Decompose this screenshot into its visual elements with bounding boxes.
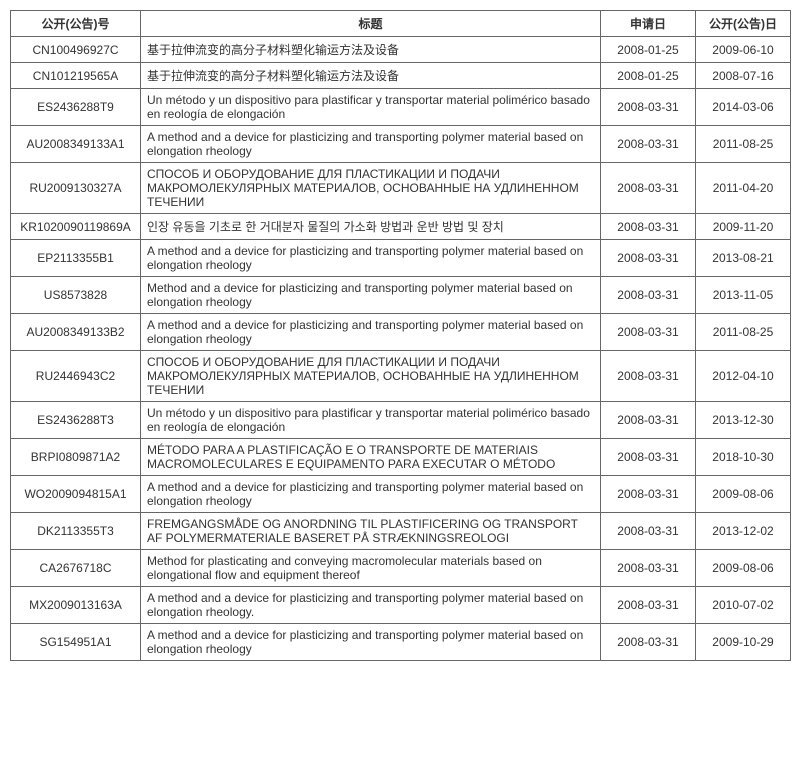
cell-pubdate: 2013-08-21 <box>696 240 791 277</box>
cell-pubno: AU2008349133B2 <box>11 314 141 351</box>
cell-pubdate: 2013-12-02 <box>696 513 791 550</box>
cell-title: Method and a device for plasticizing and… <box>141 277 601 314</box>
cell-appdate: 2008-03-31 <box>601 240 696 277</box>
cell-pubno: WO2009094815A1 <box>11 476 141 513</box>
cell-pubno: US8573828 <box>11 277 141 314</box>
cell-title: 基于拉伸流变的高分子材料塑化输运方法及设备 <box>141 37 601 63</box>
cell-pubno: RU2446943C2 <box>11 351 141 402</box>
cell-pubdate: 2009-10-29 <box>696 624 791 661</box>
cell-appdate: 2008-03-31 <box>601 439 696 476</box>
col-header-title: 标题 <box>141 11 601 37</box>
cell-title: A method and a device for plasticizing a… <box>141 240 601 277</box>
cell-title: СПОСОБ И ОБОРУДОВАНИЕ ДЛЯ ПЛАСТИКАЦИИ И … <box>141 163 601 214</box>
cell-appdate: 2008-03-31 <box>601 89 696 126</box>
cell-pubdate: 2013-12-30 <box>696 402 791 439</box>
cell-pubdate: 2008-07-16 <box>696 63 791 89</box>
cell-pubdate: 2014-03-06 <box>696 89 791 126</box>
table-row: CA2676718CMethod for plasticating and co… <box>11 550 791 587</box>
cell-title: 인장 유동을 기초로 한 거대분자 물질의 가소화 방법과 운반 방법 및 장치 <box>141 214 601 240</box>
cell-pubdate: 2009-08-06 <box>696 550 791 587</box>
table-row: US8573828Method and a device for plastic… <box>11 277 791 314</box>
table-row: ES2436288T9Un método y un dispositivo pa… <box>11 89 791 126</box>
cell-pubno: BRPI0809871A2 <box>11 439 141 476</box>
cell-pubno: CA2676718C <box>11 550 141 587</box>
cell-appdate: 2008-03-31 <box>601 402 696 439</box>
cell-appdate: 2008-03-31 <box>601 476 696 513</box>
col-header-pubdate: 公开(公告)日 <box>696 11 791 37</box>
table-row: WO2009094815A1A method and a device for … <box>11 476 791 513</box>
table-row: CN101219565A基于拉伸流变的高分子材料塑化输运方法及设备2008-01… <box>11 63 791 89</box>
table-row: RU2446943C2СПОСОБ И ОБОРУДОВАНИЕ ДЛЯ ПЛА… <box>11 351 791 402</box>
cell-pubdate: 2018-10-30 <box>696 439 791 476</box>
table-header-row: 公开(公告)号 标题 申请日 公开(公告)日 <box>11 11 791 37</box>
patent-table: 公开(公告)号 标题 申请日 公开(公告)日 CN100496927C基于拉伸流… <box>10 10 791 661</box>
cell-pubdate: 2012-04-10 <box>696 351 791 402</box>
cell-title: A method and a device for plasticizing a… <box>141 624 601 661</box>
cell-pubdate: 2013-11-05 <box>696 277 791 314</box>
table-row: CN100496927C基于拉伸流变的高分子材料塑化输运方法及设备2008-01… <box>11 37 791 63</box>
cell-pubdate: 2011-08-25 <box>696 314 791 351</box>
cell-title: A method and a device for plasticizing a… <box>141 587 601 624</box>
table-row: KR1020090119869A인장 유동을 기초로 한 거대분자 물질의 가소… <box>11 214 791 240</box>
table-row: AU2008349133A1A method and a device for … <box>11 126 791 163</box>
cell-pubdate: 2011-08-25 <box>696 126 791 163</box>
cell-pubdate: 2011-04-20 <box>696 163 791 214</box>
cell-pubno: AU2008349133A1 <box>11 126 141 163</box>
cell-appdate: 2008-01-25 <box>601 37 696 63</box>
cell-pubno: KR1020090119869A <box>11 214 141 240</box>
table-row: MX2009013163AA method and a device for p… <box>11 587 791 624</box>
table-row: SG154951A1A method and a device for plas… <box>11 624 791 661</box>
cell-appdate: 2008-03-31 <box>601 587 696 624</box>
cell-title: FREMGANGSMÅDE OG ANORDNING TIL PLASTIFIC… <box>141 513 601 550</box>
cell-appdate: 2008-01-25 <box>601 63 696 89</box>
cell-title: Un método y un dispositivo para plastifi… <box>141 402 601 439</box>
cell-pubno: CN101219565A <box>11 63 141 89</box>
cell-pubdate: 2009-08-06 <box>696 476 791 513</box>
cell-title: Un método y un dispositivo para plastifi… <box>141 89 601 126</box>
cell-pubno: DK2113355T3 <box>11 513 141 550</box>
cell-appdate: 2008-03-31 <box>601 214 696 240</box>
cell-pubno: MX2009013163A <box>11 587 141 624</box>
cell-appdate: 2008-03-31 <box>601 314 696 351</box>
col-header-appdate: 申请日 <box>601 11 696 37</box>
cell-pubno: RU2009130327A <box>11 163 141 214</box>
cell-pubno: CN100496927C <box>11 37 141 63</box>
cell-title: Method for plasticating and conveying ma… <box>141 550 601 587</box>
cell-appdate: 2008-03-31 <box>601 513 696 550</box>
cell-pubdate: 2009-06-10 <box>696 37 791 63</box>
cell-appdate: 2008-03-31 <box>601 624 696 661</box>
cell-pubdate: 2009-11-20 <box>696 214 791 240</box>
table-row: DK2113355T3FREMGANGSMÅDE OG ANORDNING TI… <box>11 513 791 550</box>
cell-appdate: 2008-03-31 <box>601 351 696 402</box>
cell-title: A method and a device for plasticizing a… <box>141 314 601 351</box>
cell-pubno: ES2436288T9 <box>11 89 141 126</box>
table-row: ES2436288T3Un método y un dispositivo pa… <box>11 402 791 439</box>
cell-pubno: ES2436288T3 <box>11 402 141 439</box>
table-row: BRPI0809871A2MÉTODO PARA A PLASTIFICAÇÃO… <box>11 439 791 476</box>
table-row: EP2113355B1A method and a device for pla… <box>11 240 791 277</box>
cell-title: MÉTODO PARA A PLASTIFICAÇÃO E O TRANSPOR… <box>141 439 601 476</box>
table-row: AU2008349133B2A method and a device for … <box>11 314 791 351</box>
cell-title: A method and a device for plasticizing a… <box>141 126 601 163</box>
col-header-pubno: 公开(公告)号 <box>11 11 141 37</box>
table-row: RU2009130327AСПОСОБ И ОБОРУДОВАНИЕ ДЛЯ П… <box>11 163 791 214</box>
cell-pubdate: 2010-07-02 <box>696 587 791 624</box>
cell-appdate: 2008-03-31 <box>601 163 696 214</box>
cell-appdate: 2008-03-31 <box>601 550 696 587</box>
cell-title: СПОСОБ И ОБОРУДОВАНИЕ ДЛЯ ПЛАСТИКАЦИИ И … <box>141 351 601 402</box>
cell-appdate: 2008-03-31 <box>601 126 696 163</box>
table-body: CN100496927C基于拉伸流变的高分子材料塑化输运方法及设备2008-01… <box>11 37 791 661</box>
cell-pubno: SG154951A1 <box>11 624 141 661</box>
cell-pubno: EP2113355B1 <box>11 240 141 277</box>
cell-title: 基于拉伸流变的高分子材料塑化输运方法及设备 <box>141 63 601 89</box>
cell-appdate: 2008-03-31 <box>601 277 696 314</box>
cell-title: A method and a device for plasticizing a… <box>141 476 601 513</box>
